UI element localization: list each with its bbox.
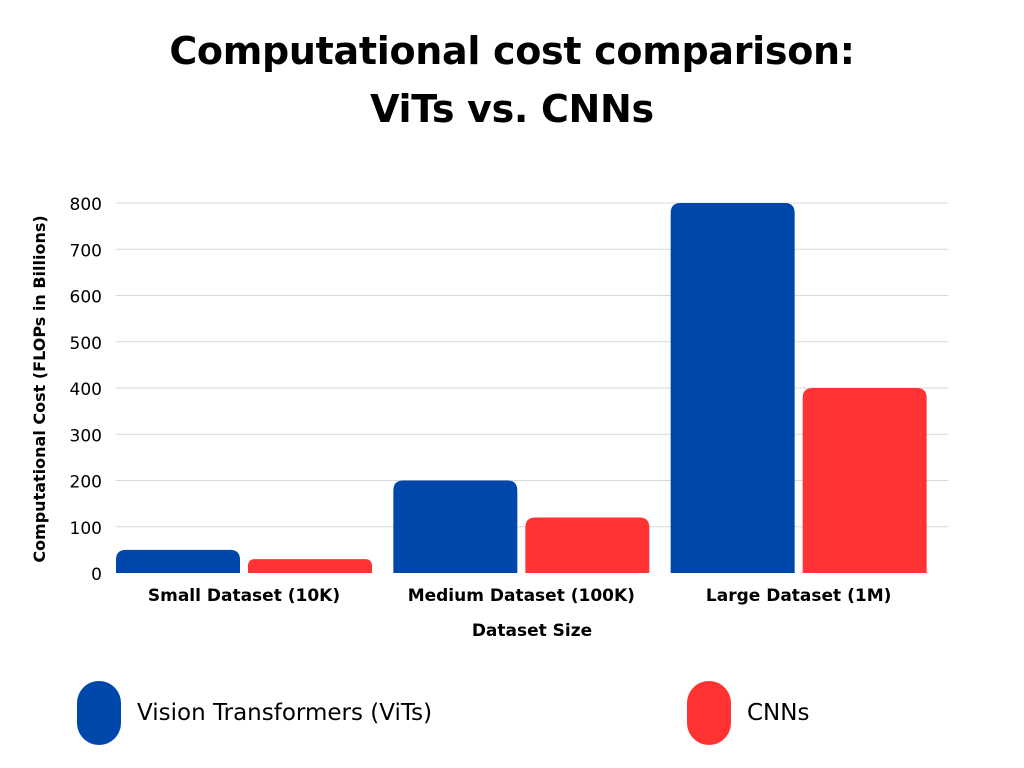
x-tick-label: Medium Dataset (100K): [408, 586, 635, 606]
chart-title-line-2: ViTs vs. CNNs: [370, 87, 654, 131]
bars: [116, 203, 927, 573]
x-tick-label: Small Dataset (10K): [148, 586, 340, 606]
chart-title: Computational cost comparison: ViTs vs. …: [0, 22, 1024, 138]
bar-vits: [393, 480, 518, 573]
y-axis-ticks: 0 100 200 300 400 500 600 700 800: [70, 195, 102, 585]
bar-cnns: [248, 559, 372, 573]
y-tick-label: 600: [70, 288, 102, 308]
legend-label-vits: Vision Transformers (ViTs): [137, 700, 433, 726]
y-tick-label: 700: [70, 241, 102, 261]
x-tick-label: Large Dataset (1M): [706, 586, 891, 606]
y-tick-label: 400: [70, 380, 102, 400]
legend-swatch-cnns: [687, 681, 731, 745]
legend-label-cnns: CNNs: [747, 700, 810, 726]
y-tick-label: 500: [70, 334, 102, 354]
x-axis-ticks: Small Dataset (10K) Medium Dataset (100K)…: [148, 586, 892, 606]
x-axis-label: Dataset Size: [472, 621, 592, 641]
y-tick-label: 0: [91, 565, 102, 585]
y-tick-label: 100: [70, 519, 102, 539]
chart-title-line-1: Computational cost comparison:: [169, 29, 855, 73]
y-tick-label: 200: [70, 473, 102, 493]
bar-vits: [116, 549, 240, 573]
bar-cnns: [802, 388, 927, 573]
legend-item-cnns: CNNs: [687, 681, 809, 745]
legend-item-vits: Vision Transformers (ViTs): [77, 681, 432, 745]
y-tick-label: 300: [70, 426, 102, 446]
legend-swatch-vits: [77, 681, 121, 745]
bar-chart: 0 100 200 300 400 500 600 700 800 Small Dataset …: [30, 195, 948, 641]
bar-vits: [670, 203, 795, 573]
y-tick-label: 800: [70, 195, 102, 215]
gridlines: [116, 202, 948, 528]
y-axis-label: Computational Cost (FLOPs in Billions): [30, 215, 49, 562]
bar-cnns: [525, 517, 650, 573]
